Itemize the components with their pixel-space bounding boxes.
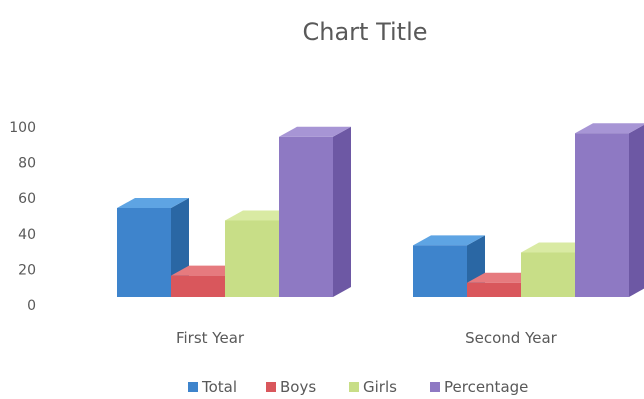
- y-tick-label: 80: [18, 156, 36, 172]
- bar-side: [629, 124, 644, 297]
- y-tick-label: 0: [27, 298, 36, 314]
- y-tick-label: 40: [18, 227, 36, 243]
- category-label: First Year: [176, 329, 245, 347]
- bar-percentage-first-year: [279, 126, 351, 297]
- legend-label: Percentage: [444, 378, 528, 396]
- legend-item-percentage: Percentage: [430, 378, 528, 396]
- legend-swatch: [349, 382, 359, 392]
- legend-swatch: [430, 382, 440, 392]
- legend-item-total: Total: [188, 378, 237, 396]
- bar-side: [333, 126, 351, 297]
- bar-top: [413, 235, 485, 246]
- bar-front: [117, 208, 171, 297]
- legend-label: Total: [201, 378, 237, 396]
- legend-item-girls: Girls: [349, 378, 397, 396]
- legend-swatch: [188, 382, 198, 392]
- bar-top: [279, 126, 351, 137]
- legend-label: Boys: [280, 378, 316, 396]
- bar-front: [171, 275, 225, 297]
- legend-item-boys: Boys: [266, 378, 316, 396]
- bar-top: [117, 198, 189, 208]
- category-label: Second Year: [465, 329, 558, 347]
- bar-front: [467, 282, 521, 297]
- chart-title: Chart Title: [302, 18, 427, 46]
- bar-front: [225, 220, 279, 297]
- bar-front: [575, 133, 629, 297]
- y-axis-tick-labels: 0 20 40 60 80 100: [9, 120, 36, 314]
- y-tick-label: 60: [18, 191, 36, 207]
- bar-front: [279, 136, 333, 297]
- bar-series: [117, 123, 644, 297]
- bar-percentage-second-year: [575, 123, 644, 297]
- y-tick-label: 20: [18, 262, 36, 278]
- y-tick-label: 100: [9, 120, 36, 136]
- category-labels: First Year Second Year: [176, 329, 558, 347]
- legend-swatch: [266, 382, 276, 392]
- bar-front: [413, 245, 467, 297]
- bar-front: [521, 252, 575, 297]
- legend-label: Girls: [363, 378, 397, 396]
- bar-top: [575, 123, 644, 134]
- legend: Total Boys Girls Percentage: [188, 378, 528, 396]
